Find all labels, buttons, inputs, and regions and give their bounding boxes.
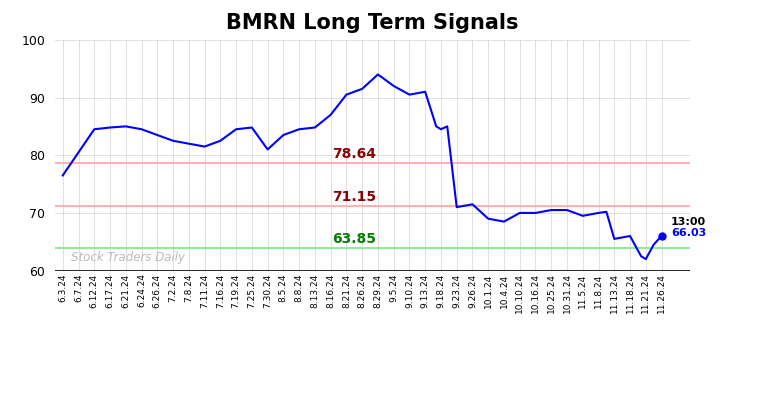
- Title: BMRN Long Term Signals: BMRN Long Term Signals: [226, 13, 519, 33]
- Text: 78.64: 78.64: [332, 147, 376, 161]
- Text: 13:00: 13:00: [671, 217, 706, 226]
- Text: 63.85: 63.85: [332, 232, 376, 246]
- Text: Stock Traders Daily: Stock Traders Daily: [71, 251, 185, 264]
- Text: 66.03: 66.03: [671, 228, 706, 238]
- Text: 71.15: 71.15: [332, 190, 376, 204]
